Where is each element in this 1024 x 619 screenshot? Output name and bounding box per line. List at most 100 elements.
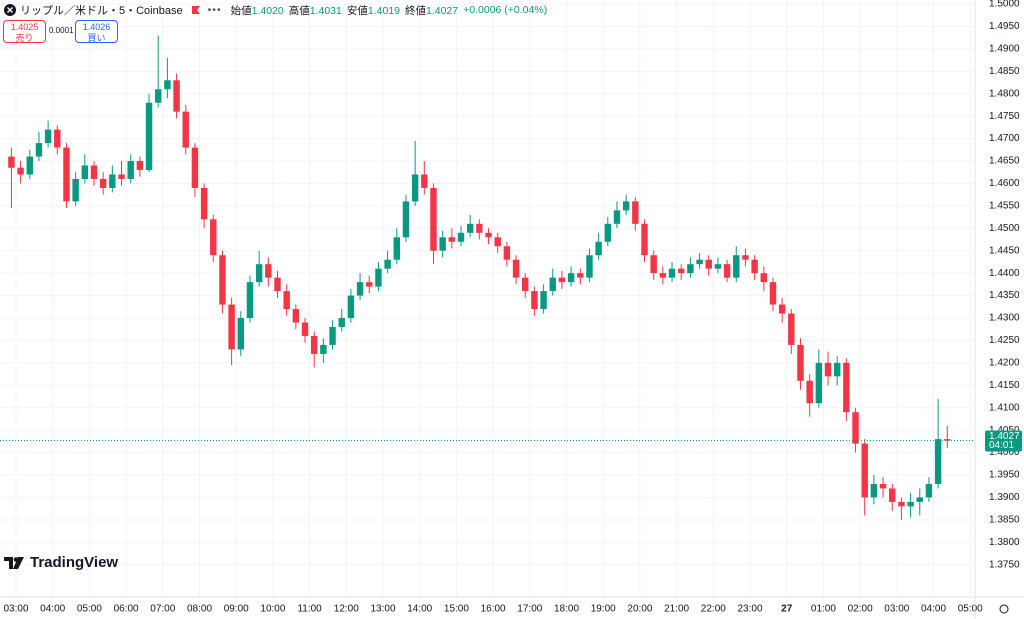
buy-button[interactable]: 1.4026 買い — [75, 20, 118, 43]
candle-body — [164, 80, 171, 90]
y-tick-label: 1.4050 — [989, 425, 1020, 436]
y-tick-label: 1.4550 — [989, 201, 1020, 212]
candle — [375, 261, 382, 292]
y-tick-label: 1.4150 — [989, 380, 1020, 391]
candle-body — [613, 210, 621, 224]
x-tick-label: 13:00 — [370, 604, 395, 615]
candle — [145, 93, 153, 173]
legend-value: 1.4019 — [367, 4, 400, 17]
candle-body — [668, 268, 676, 278]
y-tick-label: 1.3850 — [989, 514, 1020, 525]
candle-body — [90, 165, 98, 179]
candle — [705, 255, 712, 276]
y-tick-label: 1.4900 — [989, 44, 1020, 55]
y-tick-label: 1.4750 — [989, 111, 1020, 122]
candle-body — [604, 223, 612, 242]
y-tick-label: 1.4200 — [989, 358, 1020, 369]
y-tick-label: 1.4650 — [989, 156, 1020, 167]
candle — [72, 172, 79, 206]
candle — [788, 309, 795, 354]
ohlc-legend: 始値1.4020 高値1.4031 安値1.4019 終値1.4027 — [226, 3, 459, 18]
candle — [182, 104, 189, 155]
sell-button[interactable]: 1.4025 売り — [3, 20, 46, 43]
candle — [668, 261, 676, 283]
candle — [90, 161, 98, 186]
candle — [622, 194, 630, 215]
candle-body — [338, 318, 345, 327]
candle-body — [879, 483, 887, 489]
candle-body — [81, 165, 89, 179]
x-tick-label: 12:00 — [334, 604, 359, 615]
x-tick-label: 05:00 — [77, 604, 102, 615]
legend-label: 高値 — [288, 4, 310, 17]
candle — [35, 131, 43, 162]
candle-body — [109, 174, 116, 188]
candle — [173, 73, 180, 119]
y-tick-label: 1.3950 — [989, 470, 1020, 481]
candle — [696, 252, 703, 269]
candle — [898, 497, 905, 520]
settings-icon[interactable] — [999, 604, 1009, 614]
candle-body — [549, 277, 556, 292]
x-tick-label: 09:00 — [224, 604, 249, 615]
candle-body — [402, 201, 410, 238]
candle-body — [237, 318, 245, 350]
candle-body — [944, 439, 951, 441]
candle-body — [751, 259, 758, 274]
candle-body — [265, 264, 272, 278]
buy-price: 1.4026 — [82, 22, 111, 32]
candle — [659, 266, 667, 285]
more-button[interactable]: ••• — [207, 4, 222, 16]
candle-body — [44, 129, 52, 144]
candle-body — [934, 439, 942, 484]
y-tick-label: 1.3750 — [989, 559, 1020, 570]
candle-body — [356, 282, 364, 296]
candle — [503, 241, 511, 267]
candle — [81, 154, 89, 184]
candle — [228, 297, 235, 366]
flag-icon[interactable] — [191, 5, 201, 15]
candle — [338, 309, 345, 332]
x-tick-label: 08:00 — [187, 604, 212, 615]
candle-body — [494, 237, 501, 247]
legend-value: 1.4031 — [309, 4, 342, 17]
candle-body — [191, 147, 199, 188]
y-tick-label: 1.4800 — [989, 88, 1020, 99]
candle — [760, 266, 767, 292]
candle — [879, 477, 887, 498]
candle-body — [375, 268, 382, 287]
logo-icon — [4, 556, 24, 569]
candle-body — [622, 201, 630, 211]
candle-body — [659, 273, 667, 278]
candle — [733, 246, 740, 283]
candle — [99, 172, 107, 195]
candle-body — [540, 291, 547, 310]
y-tick-label: 1.4700 — [989, 133, 1020, 144]
y-tick-label: 1.4950 — [989, 21, 1020, 32]
candle — [155, 35, 162, 108]
candle-body — [283, 291, 290, 310]
candle — [439, 230, 446, 258]
candle-body — [35, 143, 43, 157]
candle-body — [925, 483, 933, 498]
candle — [347, 288, 355, 323]
candle — [632, 196, 639, 231]
y-tick-label: 1.4000 — [989, 447, 1020, 458]
x-tick-label: 03:00 — [884, 604, 909, 615]
candle-body — [200, 187, 208, 220]
candle-body — [8, 156, 15, 168]
y-tick-label: 1.4850 — [989, 66, 1020, 77]
x-tick-label: 19:00 — [591, 604, 616, 615]
candle-body — [347, 295, 355, 319]
candle — [806, 374, 813, 417]
candle-body — [466, 223, 474, 233]
candle-body — [54, 129, 61, 148]
candle — [283, 284, 290, 316]
candle — [164, 57, 171, 99]
candle — [457, 226, 465, 247]
candle-body — [815, 362, 823, 404]
change: +0.0006 (+0.04%) — [463, 4, 548, 16]
candle — [925, 477, 933, 502]
